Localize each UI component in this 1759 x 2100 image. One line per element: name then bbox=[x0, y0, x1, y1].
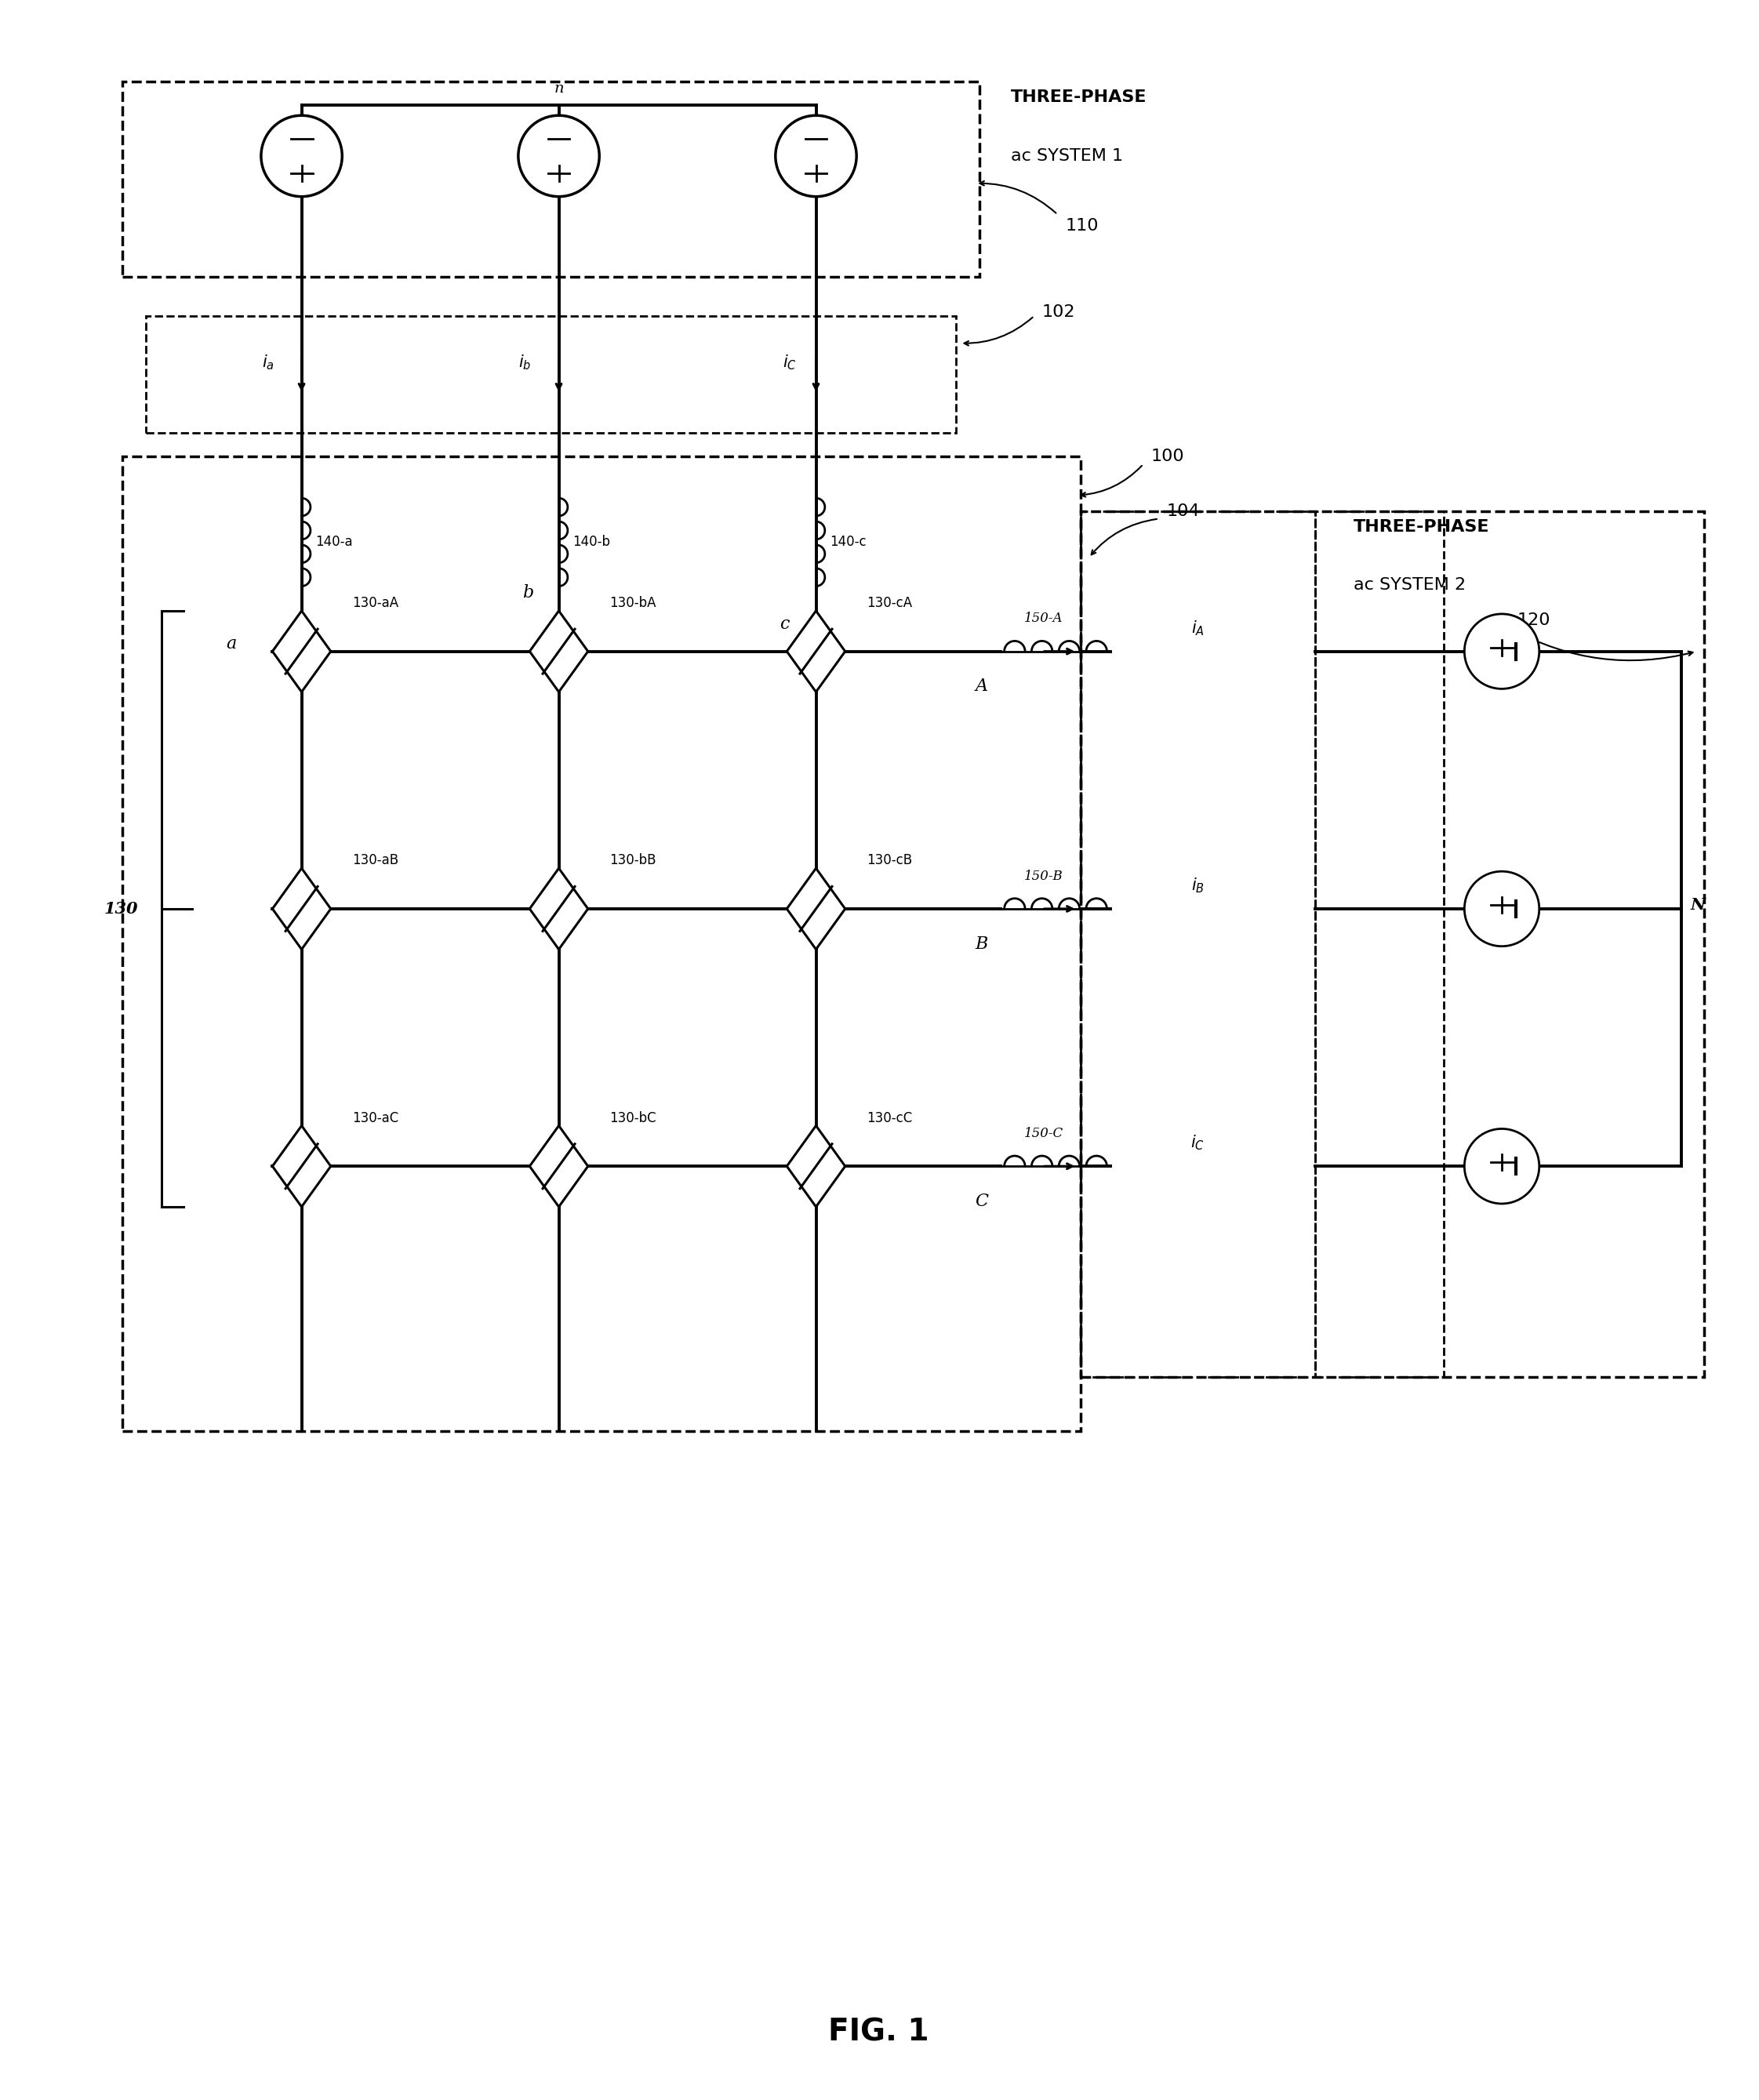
Polygon shape bbox=[786, 867, 844, 949]
Text: B: B bbox=[974, 935, 989, 953]
Text: C: C bbox=[974, 1193, 989, 1210]
Text: 140-b: 140-b bbox=[573, 536, 610, 550]
Circle shape bbox=[776, 116, 857, 197]
Text: 104: 104 bbox=[1166, 504, 1200, 519]
Polygon shape bbox=[529, 611, 588, 691]
Text: A: A bbox=[974, 678, 989, 695]
Polygon shape bbox=[786, 1126, 844, 1208]
Circle shape bbox=[1465, 613, 1539, 689]
Polygon shape bbox=[529, 867, 588, 949]
Text: b: b bbox=[522, 584, 533, 601]
Circle shape bbox=[1465, 872, 1539, 947]
Circle shape bbox=[519, 116, 600, 197]
Text: a: a bbox=[227, 634, 237, 653]
Polygon shape bbox=[273, 1126, 331, 1208]
Text: n: n bbox=[554, 82, 563, 97]
Text: 150-B: 150-B bbox=[1024, 869, 1064, 882]
Polygon shape bbox=[273, 611, 331, 691]
Text: THREE-PHASE: THREE-PHASE bbox=[1011, 90, 1147, 105]
Polygon shape bbox=[273, 867, 331, 949]
Text: 130-aC: 130-aC bbox=[352, 1111, 399, 1126]
Text: 130-aA: 130-aA bbox=[352, 596, 399, 611]
Text: 130-cA: 130-cA bbox=[867, 596, 913, 611]
Text: $i_A$: $i_A$ bbox=[1191, 620, 1205, 636]
Polygon shape bbox=[529, 1126, 588, 1208]
Text: ac SYSTEM 1: ac SYSTEM 1 bbox=[1011, 149, 1122, 164]
Text: 130-cB: 130-cB bbox=[867, 853, 913, 867]
Text: 130-bC: 130-bC bbox=[609, 1111, 656, 1126]
Circle shape bbox=[260, 116, 343, 197]
Text: 150-A: 150-A bbox=[1024, 611, 1062, 626]
Text: 150-C: 150-C bbox=[1024, 1128, 1064, 1140]
Text: 140-a: 140-a bbox=[315, 536, 354, 550]
Text: 140-c: 140-c bbox=[830, 536, 867, 550]
Text: FIG. 1: FIG. 1 bbox=[828, 2018, 929, 2048]
Text: $i_B$: $i_B$ bbox=[1191, 876, 1205, 895]
Text: 110: 110 bbox=[1066, 218, 1099, 233]
Text: c: c bbox=[779, 615, 790, 632]
Text: 130-cC: 130-cC bbox=[867, 1111, 913, 1126]
Polygon shape bbox=[786, 611, 844, 691]
Text: $i_C$: $i_C$ bbox=[783, 353, 797, 372]
Circle shape bbox=[1465, 1130, 1539, 1203]
Text: THREE-PHASE: THREE-PHASE bbox=[1354, 519, 1490, 533]
Text: $i_C$: $i_C$ bbox=[1191, 1134, 1205, 1153]
Text: 130: 130 bbox=[104, 901, 137, 916]
Text: N: N bbox=[1690, 897, 1706, 914]
Text: 130-bA: 130-bA bbox=[609, 596, 656, 611]
Text: 102: 102 bbox=[1041, 304, 1075, 319]
Text: 130-bB: 130-bB bbox=[609, 853, 656, 867]
Text: 130-aB: 130-aB bbox=[352, 853, 399, 867]
Text: $i_a$: $i_a$ bbox=[262, 353, 274, 372]
Text: 100: 100 bbox=[1150, 449, 1184, 464]
Text: $i_b$: $i_b$ bbox=[519, 353, 531, 372]
Text: 120: 120 bbox=[1518, 613, 1551, 628]
Text: ac SYSTEM 2: ac SYSTEM 2 bbox=[1354, 578, 1465, 592]
